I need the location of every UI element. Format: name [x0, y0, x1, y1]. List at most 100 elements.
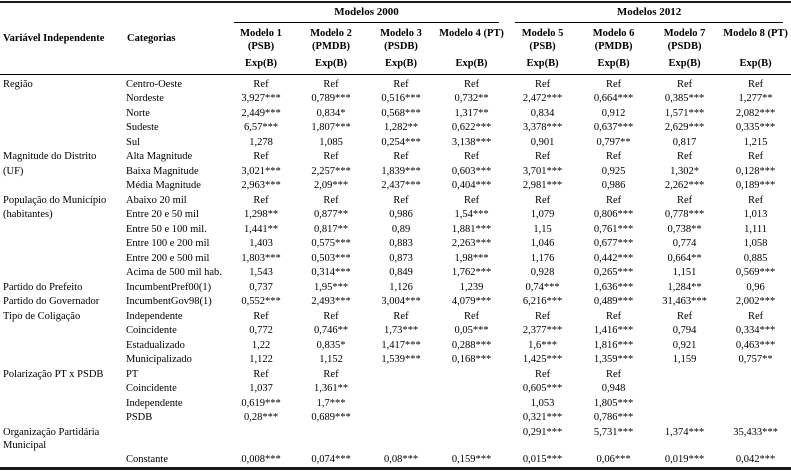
value-cell-model-5: 0,291***	[522, 426, 563, 438]
value-cell-model-4: Ref	[463, 194, 480, 206]
value-cell-model-6: 0,265***	[593, 267, 634, 278]
value-cell-model-3	[366, 410, 436, 425]
category-cell	[124, 425, 226, 453]
stat-label: Exp(B)	[720, 55, 791, 75]
table-row: Organização Partidária Municipal 0,291***…	[0, 425, 791, 453]
variable-cell: Organização Partidária Municipal	[3, 426, 100, 451]
value-cell-model-6: 1,359***	[593, 354, 634, 365]
value-cell-model-3: 0,568***	[381, 107, 421, 119]
value-cell-model-5: Ref	[534, 78, 551, 90]
value-cell-model-6: 0,06***	[596, 454, 631, 465]
category-cell: Coincidente	[126, 383, 177, 394]
group-header-modelos-2012: Modelos 2012	[507, 2, 791, 23]
value-cell-model-3	[366, 425, 436, 453]
variable-cell: População do Município	[3, 194, 107, 206]
category-cell: Centro-Oeste	[126, 78, 182, 90]
value-cell-model-8	[720, 381, 791, 396]
value-cell-model-5: Ref	[534, 151, 551, 162]
category-cell: IncumbentPref00(1)	[126, 281, 212, 293]
value-cell-model-7: 1,302*	[670, 165, 699, 177]
value-cell-model-3: Ref	[393, 194, 409, 206]
table-row: Nordeste 3,927*** 0,789*** 0,516*** 0,732** 2…	[0, 91, 791, 106]
value-cell-model-5: 0,015***	[522, 454, 563, 465]
variable-cell	[0, 120, 124, 135]
value-cell-model-7: 0,778***	[664, 209, 705, 220]
value-cell-model-4: 0,168***	[451, 354, 492, 365]
value-cell-model-5: 2,377***	[522, 325, 563, 336]
value-cell-model-6: Ref	[605, 368, 622, 380]
value-cell-model-2: 0,074***	[311, 454, 351, 465]
table-row: Sul 1,278 1,085 0,254*** 3,138*** 0,901 0,797*…	[0, 135, 791, 150]
value-cell-model-8: 0,757**	[738, 354, 773, 365]
value-cell-model-8: Ref	[747, 194, 764, 206]
value-cell-model-1: 0,619***	[241, 397, 281, 409]
category-cell: Constante	[126, 454, 168, 465]
value-cell-model-7: 0,817	[672, 136, 697, 148]
category-cell: Acima de 500 mil hab.	[126, 267, 222, 278]
value-cell-model-5: Ref	[534, 368, 551, 380]
value-cell-model-1: Ref	[253, 151, 269, 162]
value-cell-model-7: 2,262***	[664, 180, 705, 191]
value-cell-model-5: 6,216***	[522, 296, 563, 307]
category-cell: Alta Magnitude	[126, 151, 193, 162]
value-cell-model-4: 2,263***	[451, 238, 492, 249]
variable-cell	[0, 381, 124, 396]
value-cell-model-2: Ref	[323, 78, 339, 90]
table-row: População do Município Abaixo 20 mil Ref Re…	[0, 193, 791, 208]
value-cell-model-8: 0,569***	[735, 267, 776, 278]
value-cell-model-2: 1,7***	[316, 397, 346, 409]
value-cell-model-7: 0,774	[672, 238, 697, 249]
value-cell-model-6: 0,677***	[593, 238, 634, 249]
value-cell-model-4: Ref	[463, 78, 480, 90]
value-cell-model-4: 0,404***	[451, 180, 492, 191]
value-cell-model-2: 0,689***	[311, 412, 351, 423]
variable-cell	[0, 352, 124, 367]
value-cell-model-1: 0,772	[249, 325, 273, 336]
group-header-row: Variável Independente Categorias Modelos…	[0, 2, 791, 75]
stat-label: Exp(B)	[366, 55, 436, 75]
value-cell-model-7: 0,385***	[664, 93, 705, 104]
value-cell-model-7: 1,159	[672, 354, 697, 365]
value-cell-model-1: 1,441**	[243, 223, 279, 235]
variable-cell	[0, 236, 124, 251]
value-cell-model-2: 1,085	[319, 136, 343, 148]
value-cell-model-7: 0,921	[672, 339, 697, 351]
category-cell: Independente	[126, 310, 183, 322]
category-cell: Abaixo 20 mil	[126, 194, 187, 206]
value-cell-model-2: 0,817**	[313, 223, 349, 235]
value-cell-model-8: 2,082***	[735, 107, 776, 119]
value-cell-model-1: 1,278	[249, 136, 273, 148]
value-cell-model-7: 1,571***	[664, 107, 705, 119]
value-cell-model-3: 0,516***	[381, 93, 421, 104]
model-name: Modelo 1	[240, 28, 282, 39]
table-row: Estadualizado 1,22 0,835* 1,417*** 0,288*** 1…	[0, 338, 791, 353]
value-cell-model-5: 3,701***	[522, 165, 563, 177]
value-cell-model-6: 0,786***	[593, 412, 634, 423]
value-cell-model-3: 0,849	[389, 267, 413, 278]
category-cell: Municipalizado	[126, 354, 192, 365]
category-cell: PT	[126, 368, 139, 380]
value-cell-model-3	[366, 381, 436, 396]
value-cell-model-8: 35,433***	[733, 426, 778, 438]
value-cell-model-4: 4,079***	[451, 296, 492, 307]
model-header-3: Modelo 3 (PSDB)	[366, 23, 436, 55]
value-cell-model-8: 0,128***	[735, 165, 776, 177]
category-cell: Entre 100 e 200 mil	[126, 238, 210, 249]
table-row: Constante 0,008*** 0,074*** 0,08*** 0,159***…	[0, 452, 791, 468]
value-cell-model-2: 0,503***	[311, 252, 351, 264]
value-cell-model-8: 0,189***	[735, 180, 776, 191]
variable-cell	[0, 410, 124, 425]
value-cell-model-6: 0,925	[601, 165, 626, 177]
model-name: Modelo 3	[380, 28, 422, 39]
group-header-modelos-2000: Modelos 2000	[226, 2, 507, 23]
value-cell-model-2	[296, 425, 366, 453]
category-cell: Entre 20 e 50 mil	[126, 209, 199, 220]
category-cell: IncumbentGov98(1)	[126, 296, 212, 307]
value-cell-model-6: 0,797**	[596, 136, 631, 148]
model-header-6: Modelo 6 (PMDB)	[578, 23, 649, 55]
variable-cell: Tipo de Coligação	[3, 310, 81, 322]
value-cell-model-2: 0,314***	[311, 267, 351, 278]
table-row: Magnitude do Distrito Alta Magnitude Ref Re…	[0, 149, 791, 164]
value-cell-model-4	[436, 367, 507, 382]
value-cell-model-2: 0,789***	[311, 93, 351, 104]
